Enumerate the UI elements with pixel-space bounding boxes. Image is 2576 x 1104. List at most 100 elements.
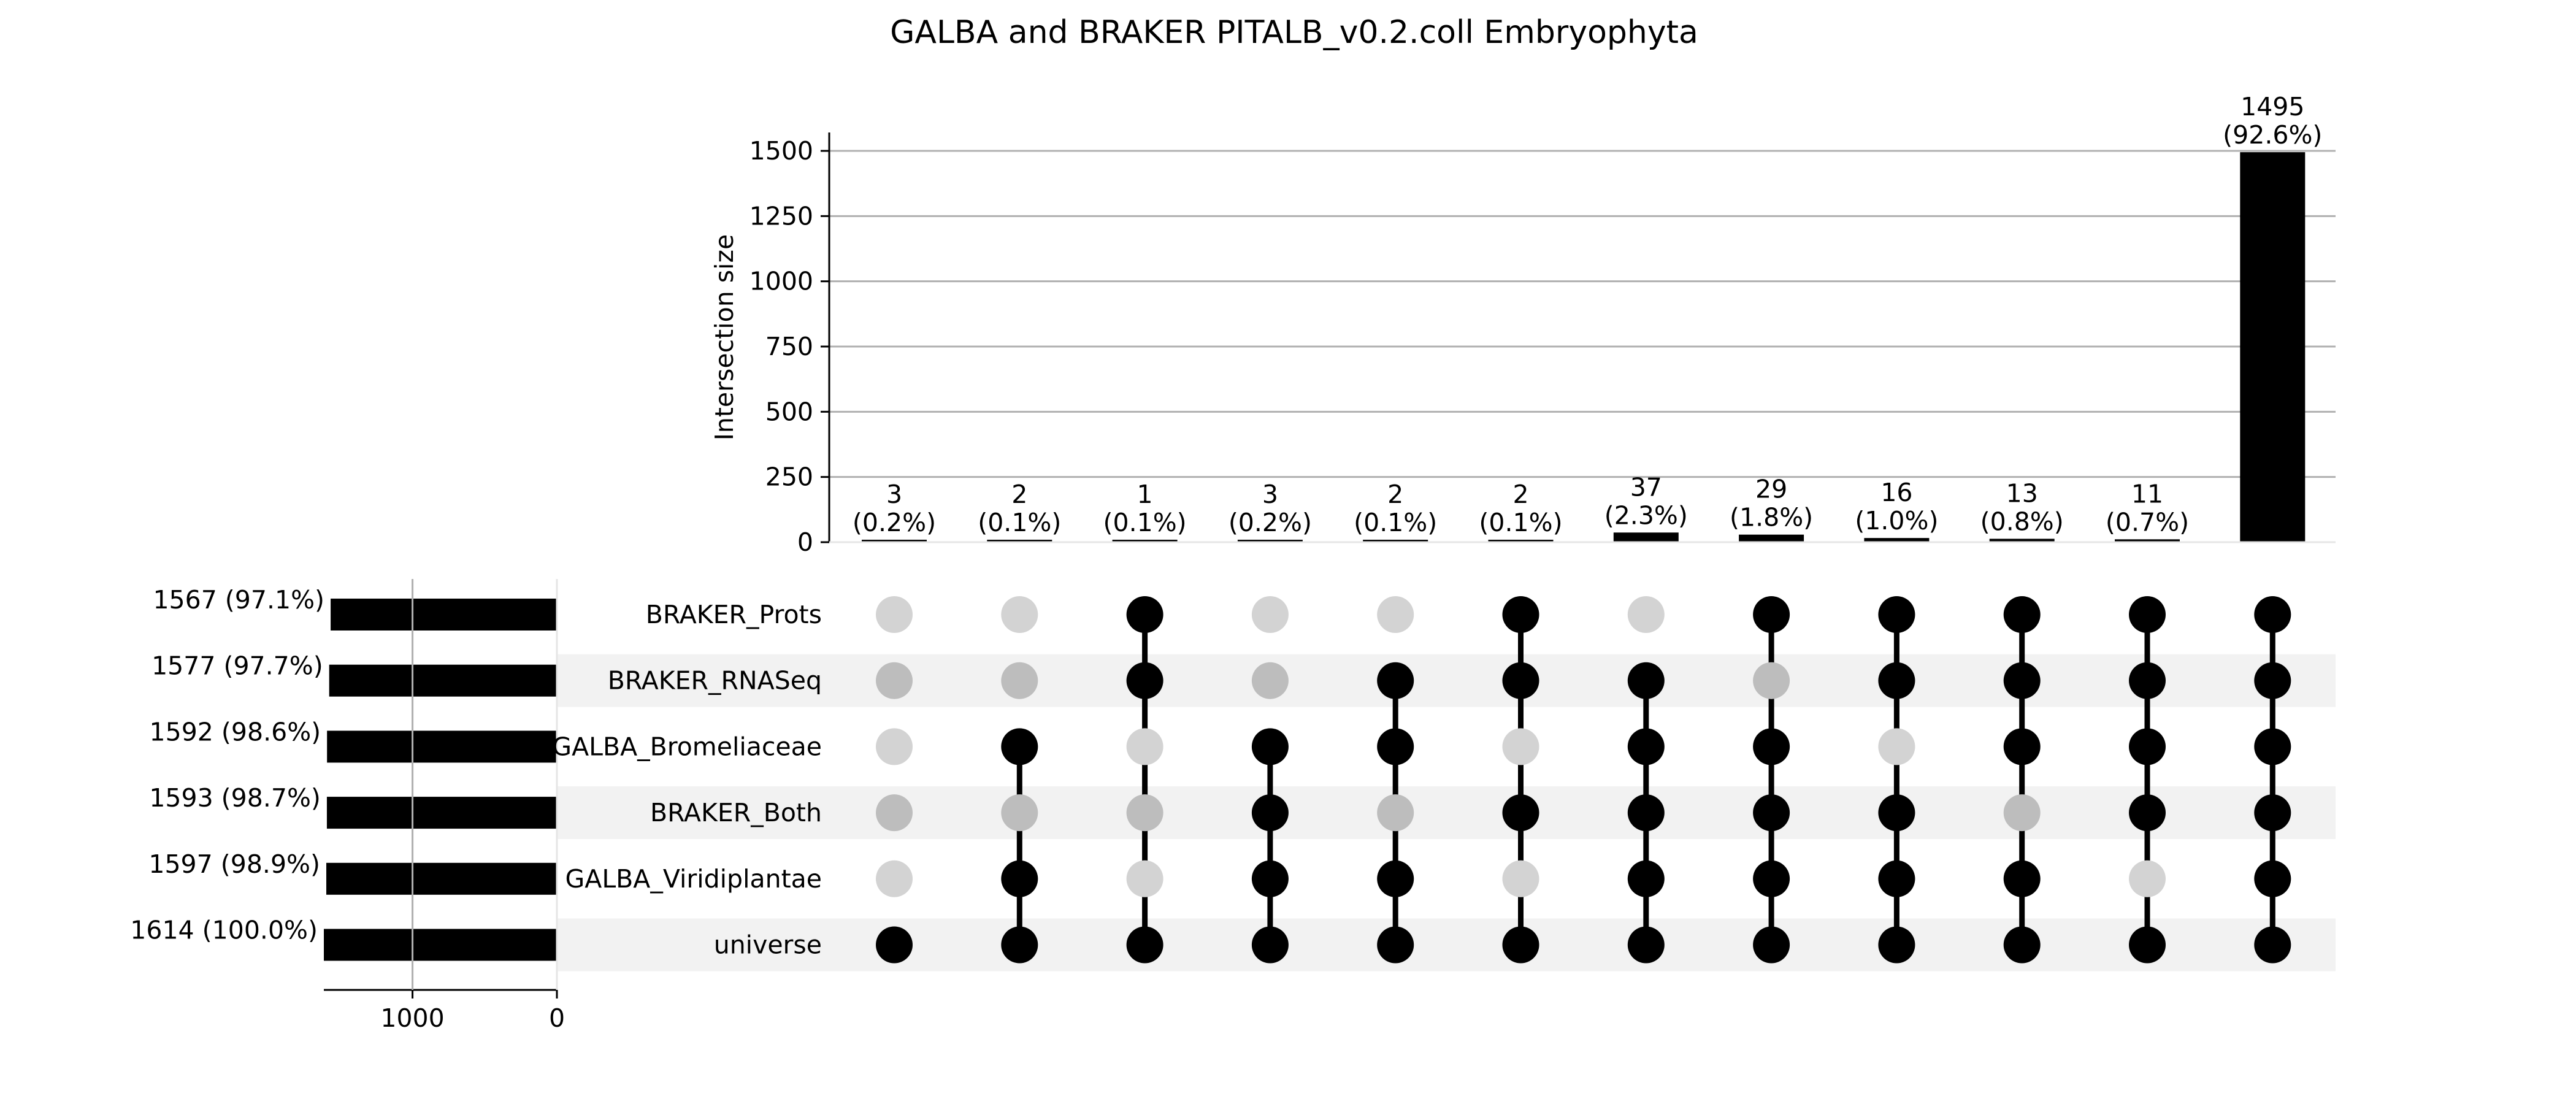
intersection-percent-label: (0.8%) [1980, 507, 2064, 536]
intersection-bar [1237, 540, 1303, 542]
set-name-label: BRAKER_Prots [646, 600, 822, 629]
set-size-bar [331, 599, 557, 631]
intersection-bar-labels: 3(0.2%)2(0.1%)1(0.1%)3(0.2%)2(0.1%)2(0.1… [853, 92, 2323, 537]
y-gridlines [829, 150, 2336, 478]
set-size-bar [327, 730, 557, 763]
membership-dot-inactive [876, 794, 913, 832]
membership-dot-active [1753, 728, 1790, 765]
set-size-tick-label: 1000 [380, 1003, 444, 1033]
membership-dot-active [1878, 596, 1915, 633]
y-tick-label: 1250 [749, 201, 813, 231]
set-name-label: universe [714, 930, 822, 960]
intersection-bar [2240, 152, 2306, 543]
set-size-bars: 1567 (97.1%) 1577 (97.7%) 1592 (98.6%) 1593… [130, 585, 557, 961]
membership-dot-active [1126, 926, 1163, 964]
membership-dot-active [1627, 794, 1665, 832]
membership-dot-active [1001, 860, 1038, 897]
intersection-percent-label: (1.0%) [1855, 506, 1938, 535]
intersection-percent-label: (0.7%) [2106, 507, 2189, 537]
membership-dot-active [1251, 794, 1289, 832]
set-size-label: 1597 (98.9%) [148, 849, 320, 879]
membership-dot-active [1001, 926, 1038, 964]
membership-dot-active [1878, 662, 1915, 699]
membership-dot-active [2129, 926, 2166, 964]
matrix-row-stripe [557, 786, 2336, 840]
membership-dot-active [2254, 596, 2291, 633]
membership-dot-inactive [1251, 662, 1289, 699]
membership-dot-active [1377, 926, 1414, 964]
membership-dot-active [2003, 662, 2041, 699]
membership-dot-active [1627, 662, 1665, 699]
membership-dot-active [1502, 794, 1539, 832]
intersection-bar [1363, 540, 1428, 542]
membership-dot-active [1502, 596, 1539, 633]
membership-dot-active [1377, 860, 1414, 897]
intersection-count-label: 1495 [2241, 92, 2304, 121]
y-axis: 0 250 500 750 1000 1250 1500 [749, 132, 2336, 557]
y-tick-label: 1000 [749, 267, 813, 296]
membership-dot-inactive [1126, 794, 1163, 832]
membership-dot-inactive [1502, 728, 1539, 765]
membership-dot-active [1377, 662, 1414, 699]
intersection-count-label: 2 [1011, 480, 1027, 509]
membership-dot-active [2129, 728, 2166, 765]
matrix-row-stripes [557, 654, 2336, 972]
membership-dot-inactive [1502, 860, 1539, 897]
membership-dot-inactive [876, 860, 913, 897]
membership-dot-active [1753, 596, 1790, 633]
intersection-count-label: 11 [2131, 479, 2163, 508]
membership-dot-active [1251, 860, 1289, 897]
membership-dot-active [2254, 728, 2291, 765]
membership-dot-active [2129, 794, 2166, 832]
y-tick-label: 750 [765, 332, 813, 361]
membership-dot-inactive [1627, 596, 1665, 633]
intersection-percent-label: (0.2%) [853, 508, 936, 537]
membership-dot-inactive [1377, 596, 1414, 633]
set-size-label: 1577 (97.7%) [151, 651, 323, 681]
membership-dot-active [2129, 596, 2166, 633]
membership-matrix [876, 596, 2291, 964]
membership-dot-active [1878, 794, 1915, 832]
set-name-label: BRAKER_Both [650, 798, 822, 827]
intersection-bar [1739, 534, 1804, 542]
membership-dot-active [1753, 860, 1790, 897]
membership-dot-active [2254, 794, 2291, 832]
membership-dot-active [1627, 728, 1665, 765]
membership-dot-active [1753, 926, 1790, 964]
membership-dot-active [876, 926, 913, 964]
set-size-bar [329, 664, 557, 697]
set-name-label: GALBA_Viridiplantae [565, 864, 822, 894]
membership-dot-active [1377, 728, 1414, 765]
intersection-percent-label: (0.1%) [978, 508, 1061, 537]
membership-dot-inactive [1878, 728, 1915, 765]
membership-dot-inactive [1251, 596, 1289, 633]
membership-dot-active [1126, 662, 1163, 699]
membership-dot-active [1878, 860, 1915, 897]
intersection-percent-label: (0.1%) [1354, 508, 1437, 537]
set-name-label: BRAKER_RNASeq [608, 666, 822, 696]
membership-dot-active [2003, 860, 2041, 897]
membership-dot-active [1251, 728, 1289, 765]
intersection-percent-label: (2.3%) [1604, 500, 1688, 530]
membership-dot-active [2003, 926, 2041, 964]
membership-dot-active [2254, 662, 2291, 699]
intersection-bar [862, 540, 927, 542]
membership-dot-active [2003, 596, 2041, 633]
intersection-bar [1864, 538, 1930, 542]
membership-dot-inactive [876, 728, 913, 765]
set-size-axis: 1000 0 [324, 579, 565, 1033]
membership-dot-active [2254, 860, 2291, 897]
y-axis-label: Intersection size [710, 234, 739, 440]
membership-dot-active [2129, 662, 2166, 699]
intersection-bar [1989, 539, 2055, 542]
membership-dot-active [1502, 926, 1539, 964]
membership-dot-inactive [1001, 794, 1038, 832]
set-size-label: 1593 (98.7%) [149, 783, 321, 813]
membership-dot-active [1502, 662, 1539, 699]
set-name-label: GALBA_Bromeliaceae [552, 732, 822, 761]
membership-dot-active [1878, 926, 1915, 964]
set-size-bar [324, 929, 557, 961]
membership-dot-inactive [876, 596, 913, 633]
membership-dot-active [1627, 860, 1665, 897]
